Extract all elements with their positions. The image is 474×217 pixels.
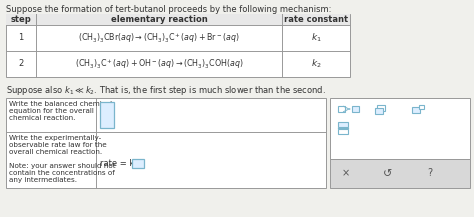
Text: Suppose also $k_1 \ll k_2$. That is, the first step is much slower than the seco: Suppose also $k_1 \ll k_2$. That is, the… xyxy=(6,84,326,97)
Bar xyxy=(419,105,424,109)
Text: step: step xyxy=(10,15,31,24)
Text: 2: 2 xyxy=(18,59,24,69)
Bar xyxy=(6,14,350,25)
Bar xyxy=(377,105,385,111)
Text: $(\mathrm{CH_3})_3\mathrm{C}^+(aq)+\mathrm{OH}^-(aq) \rightarrow (\mathrm{CH_3}): $(\mathrm{CH_3})_3\mathrm{C}^+(aq)+\math… xyxy=(75,57,243,71)
Text: rate constant: rate constant xyxy=(284,15,348,24)
Text: $k_2$: $k_2$ xyxy=(310,58,321,70)
Bar xyxy=(330,159,470,188)
Text: $k_1$: $k_1$ xyxy=(310,32,321,44)
Bar xyxy=(338,129,348,134)
Bar xyxy=(330,98,470,159)
Text: $(\mathrm{CH_3})_3\mathrm{CBr}(aq) \rightarrow (\mathrm{CH_3})_3\mathrm{C}^+(aq): $(\mathrm{CH_3})_3\mathrm{CBr}(aq) \righ… xyxy=(78,31,240,45)
Text: rate = k: rate = k xyxy=(100,159,134,168)
Text: ↺: ↺ xyxy=(383,168,392,179)
Bar xyxy=(338,122,348,127)
Bar xyxy=(412,107,420,113)
Bar xyxy=(6,14,350,77)
Text: Write the balanced chemical
equation for the overall
chemical reaction.: Write the balanced chemical equation for… xyxy=(9,101,112,121)
Text: ×: × xyxy=(342,168,350,179)
Bar xyxy=(100,102,114,128)
Bar xyxy=(338,106,345,112)
Bar xyxy=(352,106,359,112)
Text: Suppose the formation of tert-butanol proceeds by the following mechanism:: Suppose the formation of tert-butanol pr… xyxy=(6,5,331,14)
Bar xyxy=(6,98,326,188)
Text: 1: 1 xyxy=(18,33,24,43)
Text: ?: ? xyxy=(428,168,433,179)
Text: Write the experimentally-
observable rate law for the
overall chemical reaction.: Write the experimentally- observable rat… xyxy=(9,135,116,183)
Text: elementary reaction: elementary reaction xyxy=(110,15,207,24)
Bar xyxy=(132,159,144,168)
Bar xyxy=(375,108,383,114)
